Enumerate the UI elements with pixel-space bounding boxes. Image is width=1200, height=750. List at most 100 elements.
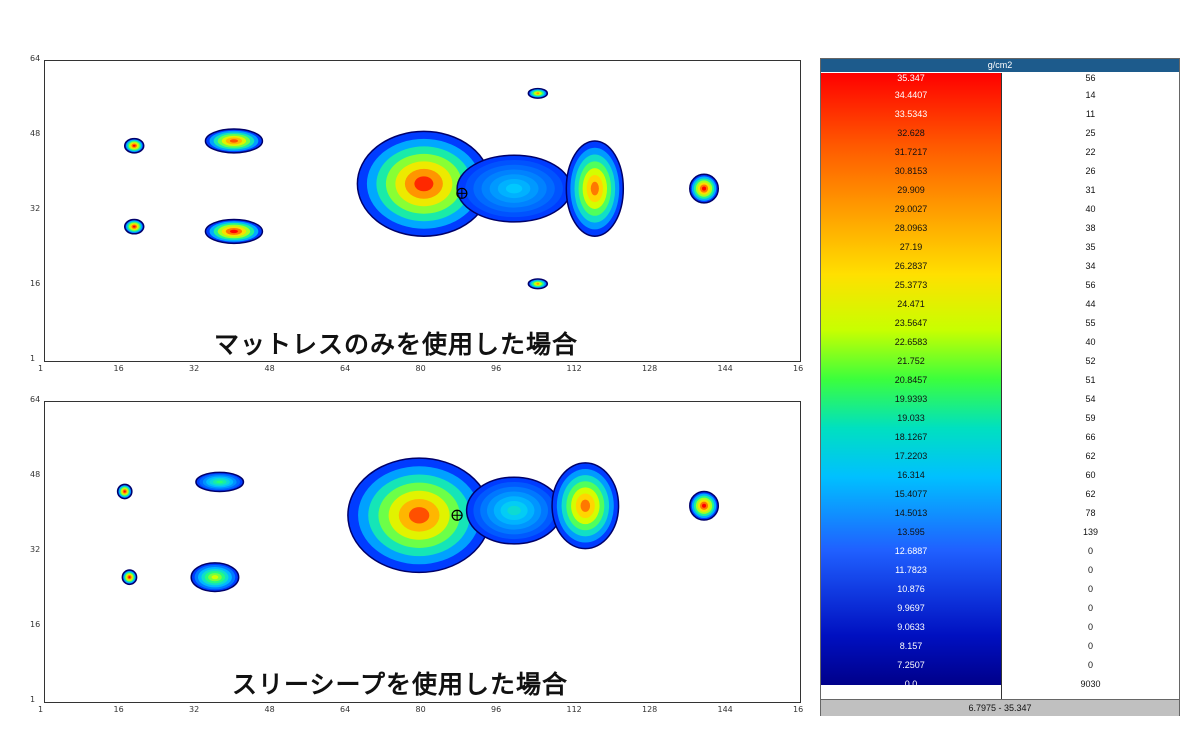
legend-count: 60: [1085, 470, 1096, 480]
x-tick-label: 16: [793, 705, 804, 714]
legend-row: 30.8153 26: [821, 166, 1179, 178]
legend-row: 16.314 60: [821, 470, 1179, 482]
y-tick-label: 16: [30, 620, 41, 629]
pressure-blob: [123, 137, 145, 154]
x-tick-label: 48: [264, 705, 275, 714]
legend-row: 12.6887 0: [821, 546, 1179, 558]
legend-count: 0: [1087, 546, 1093, 556]
pressure-contour: [229, 139, 239, 143]
x-tick-label: 80: [415, 705, 426, 714]
legend-count: 59: [1085, 413, 1096, 423]
legend-count: 56: [1085, 280, 1096, 290]
legend-value: 35.347: [897, 73, 925, 83]
pressure-contour: [505, 183, 523, 194]
legend-row: 0.0 9030: [821, 679, 1179, 691]
legend-row: 33.5343 11: [821, 109, 1179, 121]
x-tick-label: 1: [38, 364, 44, 373]
legend-count: 34: [1085, 261, 1096, 271]
pressure-contour: [132, 225, 136, 228]
x-tick-label: 112: [566, 364, 582, 373]
legend-count: 22: [1085, 147, 1096, 157]
legend-row: 19.033 59: [821, 413, 1179, 425]
x-tick-label: 64: [340, 364, 351, 373]
legend-value: 26.2837: [894, 261, 928, 271]
pressure-blob: [551, 462, 620, 550]
legend-row: 23.5647 55: [821, 318, 1179, 330]
legend-count: 62: [1085, 451, 1096, 461]
legend-row: 14.5013 78: [821, 508, 1179, 520]
x-tick-label: 144: [717, 364, 733, 373]
legend-count: 52: [1085, 356, 1096, 366]
legend-value: 21.752: [897, 356, 925, 366]
legend-count: 0: [1087, 622, 1093, 632]
x-tick-label: 96: [491, 705, 502, 714]
y-tick-label: 64: [30, 54, 41, 63]
x-tick-label: 48: [264, 364, 275, 373]
pressure-blob: [204, 128, 264, 154]
legend-row: 31.7217 22: [821, 147, 1179, 159]
legend-value: 11.7823: [895, 565, 927, 575]
x-tick-label: 32: [189, 364, 200, 373]
legend-count: 44: [1085, 299, 1096, 309]
legend-count: 66: [1085, 432, 1096, 442]
legend-row: 26.2837 34: [821, 261, 1179, 273]
legend-count: 78: [1085, 508, 1096, 518]
legend-row: 32.628 25: [821, 128, 1179, 140]
legend-row: 10.876 0: [821, 584, 1179, 596]
legend-row: 11.7823 0: [821, 565, 1179, 577]
legend-value: 19.9393: [894, 394, 928, 404]
legend-value: 32.628: [897, 128, 925, 138]
x-tick-label: 112: [566, 705, 582, 714]
heatmap-caption: マットレスのみを使用した場合: [214, 330, 579, 359]
x-tick-label: 1: [38, 705, 44, 714]
pressure-contour: [507, 505, 521, 516]
pressure-contour: [414, 176, 434, 192]
x-tick-label: 96: [491, 364, 502, 373]
pressure-blob: [204, 218, 264, 245]
x-tick-label: 64: [340, 705, 351, 714]
pressure-contour: [590, 181, 599, 196]
legend-divider: [1001, 73, 1002, 699]
legend-count: 51: [1085, 375, 1096, 385]
legend-value: 12.6887: [894, 546, 928, 556]
pressure-contour: [211, 575, 219, 580]
legend-row: 19.9393 54: [821, 394, 1179, 406]
pressure-contour: [128, 576, 131, 579]
pressure-blob: [190, 562, 240, 593]
pressure-blob: [465, 476, 563, 545]
legend-value: 10.876: [897, 584, 925, 594]
y-tick-label: 1: [30, 354, 36, 363]
legend-value: 29.0027: [894, 204, 928, 214]
legend-row: 22.6583 40: [821, 337, 1179, 349]
legend-row: 20.8457 51: [821, 375, 1179, 387]
legend-count: 31: [1085, 185, 1096, 195]
pressure-contour: [229, 229, 239, 234]
legend-count: 56: [1085, 73, 1096, 83]
legend-count: 26: [1085, 166, 1096, 176]
legend-value: 19.033: [897, 413, 925, 423]
legend-value: 34.4407: [894, 90, 928, 100]
legend-unit-header: g/cm2: [821, 59, 1179, 72]
legend-row: 17.2203 62: [821, 451, 1179, 463]
legend-value: 30.8153: [894, 166, 928, 176]
legend-row: 29.909 31: [821, 185, 1179, 197]
legend-value: 31.7217: [894, 147, 928, 157]
legend-count: 40: [1085, 204, 1096, 214]
legend-count: 0: [1087, 660, 1093, 670]
legend-row: 9.9697 0: [821, 603, 1179, 615]
x-tick-label: 32: [189, 705, 200, 714]
pressure-contour: [580, 499, 591, 512]
pressure-contour: [123, 490, 126, 493]
legend-row: 29.0027 40: [821, 204, 1179, 216]
legend-count: 40: [1085, 337, 1096, 347]
heatmap-caption: スリーシープを使用した場合: [232, 670, 569, 699]
legend-value: 9.0633: [897, 622, 925, 632]
x-tick-label: 16: [113, 364, 124, 373]
legend-value: 25.3773: [894, 280, 928, 290]
y-tick-label: 64: [30, 395, 41, 404]
pressure-contour: [408, 507, 430, 524]
legend-count: 139: [1082, 527, 1099, 537]
x-tick-label: 144: [717, 705, 733, 714]
pressure-blob: [527, 87, 549, 99]
